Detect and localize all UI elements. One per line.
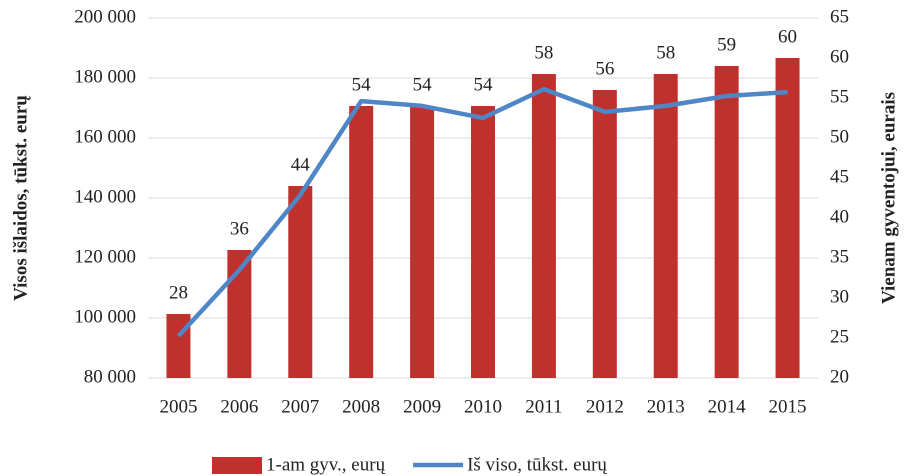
bar	[410, 106, 435, 378]
y2-tick-label: 35	[830, 246, 849, 267]
data-label: 36	[230, 218, 249, 239]
y2-tick-label: 50	[830, 126, 849, 147]
data-label: 59	[717, 34, 736, 55]
y2-tick-label: 20	[830, 366, 849, 387]
y2-axis-title: Vienam gyventojui, eurais	[878, 92, 899, 304]
data-label: 60	[778, 26, 797, 47]
y2-tick-label: 60	[830, 46, 849, 67]
y-tick-label: 100 000	[74, 306, 136, 327]
data-label: 54	[474, 74, 494, 95]
bar	[288, 186, 313, 378]
line	[176, 86, 788, 338]
x-tick-label: 2014	[708, 396, 747, 417]
bar	[592, 90, 617, 378]
data-label: 58	[656, 42, 675, 63]
y2-tick-label: 65	[830, 6, 849, 27]
x-tick-label: 2015	[769, 396, 807, 417]
y-tick-label: 140 000	[74, 186, 136, 207]
data-label: 56	[595, 58, 614, 79]
y2-tick-label: 30	[830, 286, 849, 307]
bar	[775, 58, 800, 378]
y-tick-label: 200 000	[74, 6, 136, 27]
data-label: 58	[534, 42, 553, 63]
bar	[714, 66, 739, 378]
data-label: 44	[291, 154, 311, 175]
x-tick-label: 2007	[281, 396, 319, 417]
y2-tick-label: 40	[830, 206, 849, 227]
y-tick-label: 120 000	[74, 246, 136, 267]
data-label: 54	[352, 74, 372, 95]
y-tick-label: 180 000	[74, 66, 136, 87]
legend-swatch	[212, 457, 262, 474]
y2-tick-label: 25	[830, 326, 849, 347]
y-tick-label: 80 000	[84, 366, 136, 387]
y-tick-label: 160 000	[74, 126, 136, 147]
y-axis-title: Visos išlaidos, tūkst. eurų	[10, 95, 31, 301]
x-tick-label: 2010	[464, 396, 502, 417]
x-tick-label: 2006	[220, 396, 258, 417]
x-tick-label: 2013	[647, 396, 685, 417]
legend-label: 1-am gyv., eurų	[266, 454, 386, 475]
x-tick-label: 2008	[342, 396, 380, 417]
data-label: 28	[169, 282, 188, 303]
y2-tick-label: 45	[830, 166, 849, 187]
bar	[653, 74, 678, 378]
x-tick-label: 2012	[586, 396, 624, 417]
x-tick-label: 2011	[525, 396, 562, 417]
legend-label: Iš viso, tūkst. eurų	[467, 454, 607, 475]
y2-tick-label: 55	[830, 86, 849, 107]
bar	[349, 106, 374, 378]
x-tick-label: 2005	[159, 396, 197, 417]
bar	[471, 106, 495, 378]
bar	[531, 74, 556, 378]
data-label: 54	[413, 74, 433, 95]
x-tick-label: 2009	[403, 396, 441, 417]
